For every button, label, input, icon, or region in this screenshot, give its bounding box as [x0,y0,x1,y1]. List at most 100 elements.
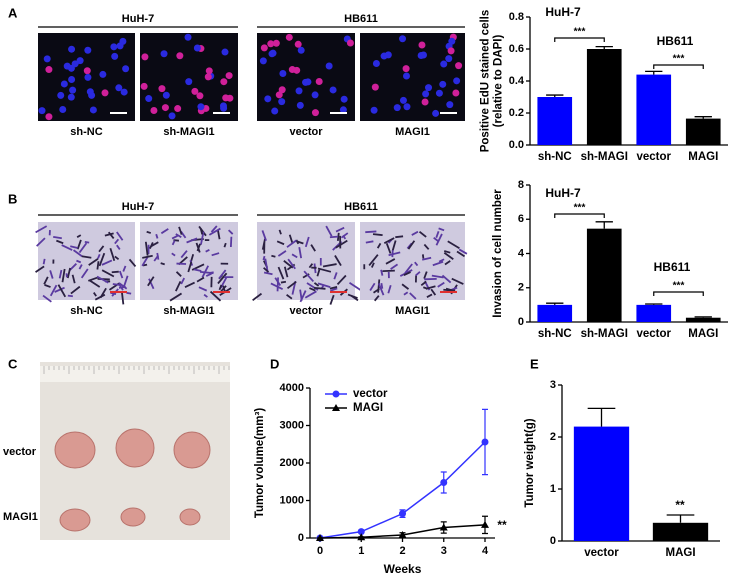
tumor [54,431,96,469]
cell [261,230,267,242]
annotation: HuH-7 [545,5,581,19]
cell [380,269,384,276]
cell [111,52,119,60]
y-tick-label: 3 [550,379,556,391]
error-bar [546,302,564,305]
cell [304,236,310,248]
tumor [179,508,201,526]
cell [72,249,83,257]
cell [264,95,272,103]
y-axis-label: (relative to DAPI) [493,35,505,128]
y-tick-label: 6 [518,213,524,225]
y-tick-label: 0 [518,316,524,328]
cell [38,107,46,115]
cell [78,242,88,254]
cell [309,287,316,292]
cell [288,234,294,244]
cell [187,261,193,273]
error-bar [694,316,712,318]
cell [78,264,83,270]
cell [371,262,375,268]
cell [285,33,293,41]
marker [316,534,324,541]
error-bar [645,70,663,75]
cell [43,55,51,63]
x-tick-label: 3 [441,545,447,557]
y-tick-label: 4 [518,247,525,259]
cell [67,93,75,101]
cell [204,73,212,81]
cell [96,275,109,284]
row-label: vector [3,446,37,458]
cell [426,293,433,298]
cell [308,263,314,269]
cell [303,270,315,283]
cell [221,48,229,56]
cell [418,41,426,49]
cell [395,235,404,239]
x-tick-label: sh-MAGI [581,328,628,340]
row-label: MAGI1 [3,511,38,523]
cell [271,107,279,115]
cell [296,101,304,109]
cell [423,286,428,290]
image-caption: sh-MAGI1 [163,305,214,317]
cell [145,95,153,103]
cell [57,91,65,99]
cell [101,269,115,278]
cell [218,269,227,280]
cell [225,72,233,80]
cell [69,86,77,94]
annotation: *** [673,54,685,65]
cell [455,62,463,70]
cell [304,290,317,299]
cell [198,225,207,237]
cell [425,84,433,92]
cell [44,284,51,288]
y-tick-label: 1000 [280,494,304,506]
cell [278,229,282,235]
cell [371,83,379,91]
cell [322,263,337,268]
cell [370,106,378,114]
cell [422,90,430,98]
cell [118,282,128,290]
cell [226,94,234,102]
annotation: ** [675,498,685,512]
cell [276,277,279,292]
cell [70,285,81,295]
cell [76,57,84,65]
cell [68,76,76,84]
cell [155,233,159,239]
cell [144,241,149,256]
legend-label: vector [353,388,388,400]
cell [147,276,155,287]
cell [295,87,303,95]
image-caption: vector [289,305,323,317]
cell [68,45,76,53]
cell [419,51,427,59]
cell [186,237,198,244]
cell [195,242,201,253]
cell [208,227,221,236]
cell [372,233,383,237]
cell [294,40,302,48]
cell [283,260,294,269]
x-axis-label: Weeks [384,562,422,576]
cell [220,285,227,292]
cell [422,256,432,261]
image-caption: sh-MAGI1 [163,126,214,138]
cell [169,292,183,302]
cell [96,261,100,270]
cell [54,286,65,293]
cell [160,228,169,235]
cell [451,277,464,285]
cell [158,85,166,93]
cell [60,80,68,88]
cell [283,266,289,278]
cell [97,253,101,259]
significance-bracket [554,213,605,218]
cell [447,47,455,55]
bar [537,97,573,145]
